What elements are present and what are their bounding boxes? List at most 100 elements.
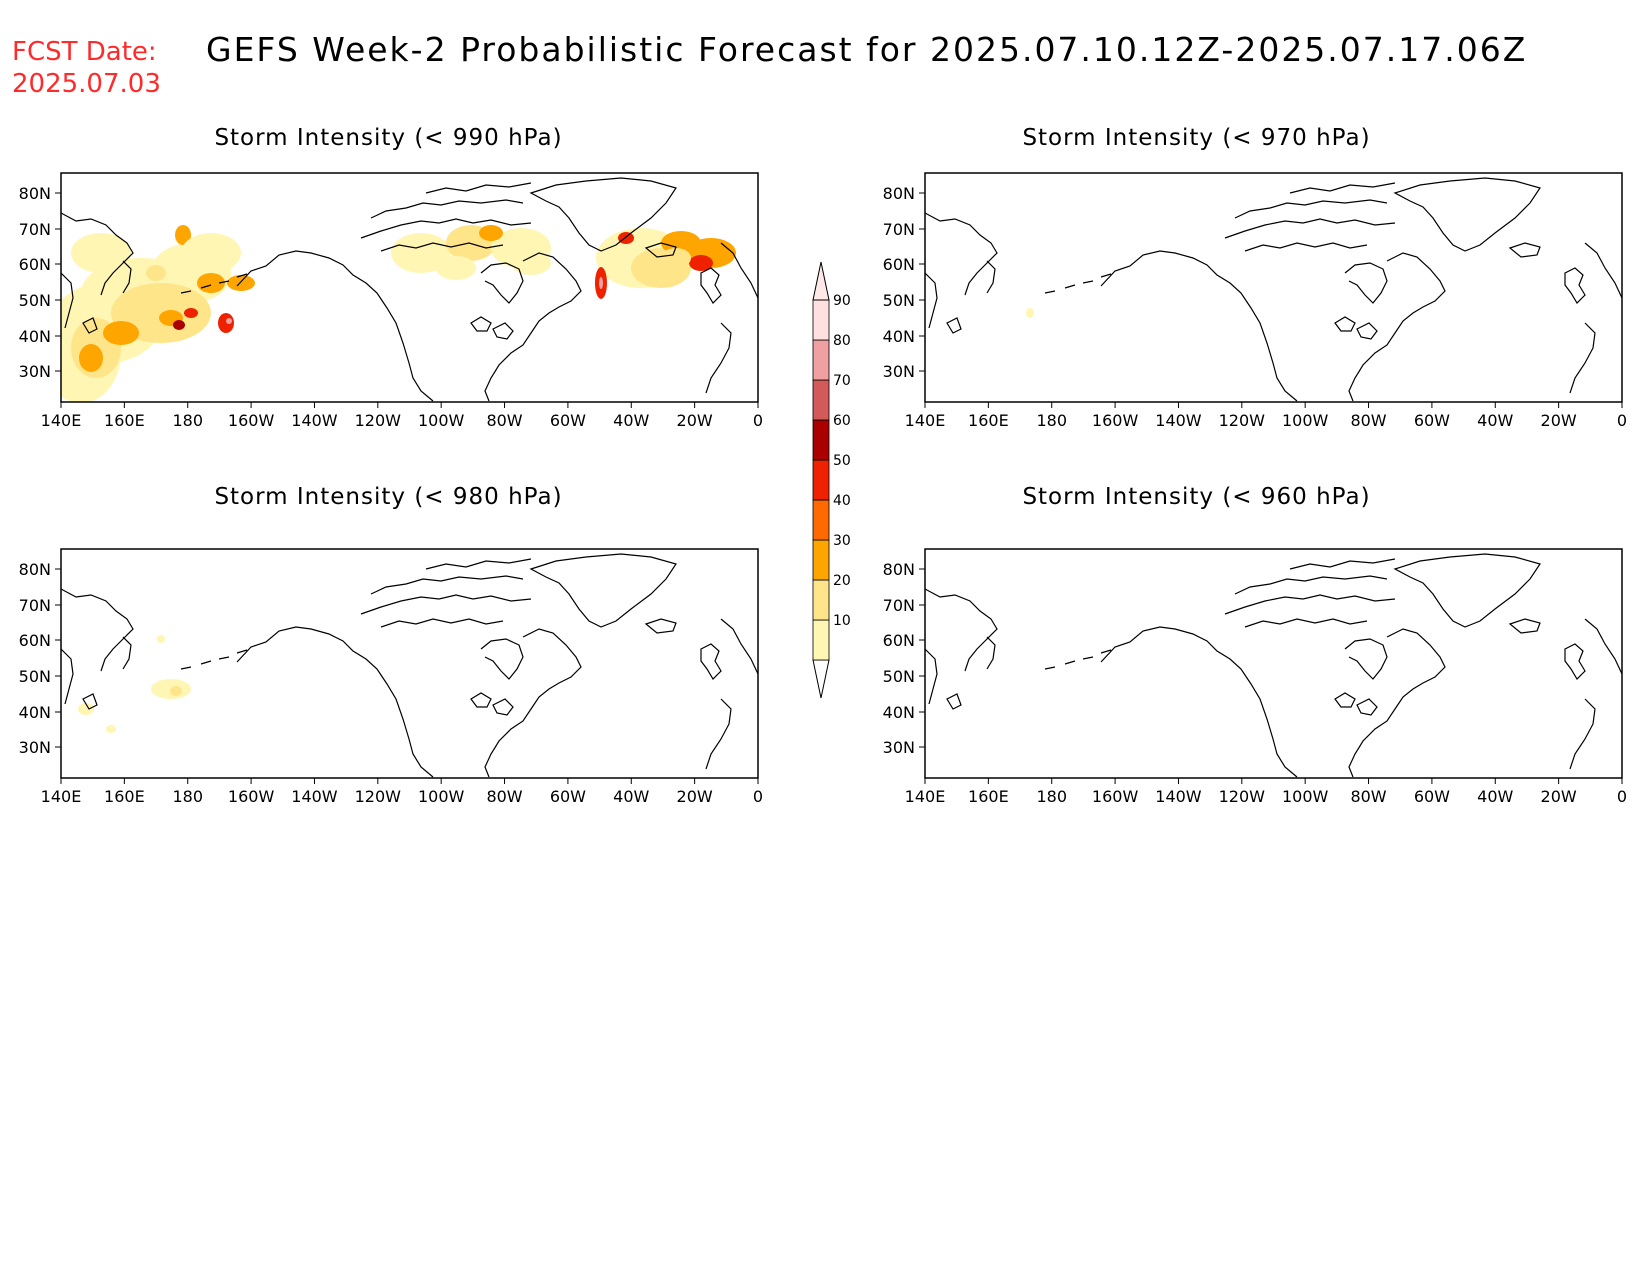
lon-tick-label: 180	[172, 411, 203, 430]
probability-region	[391, 233, 451, 273]
coastline	[1289, 558, 1396, 570]
lon-tick-label: 100W	[418, 787, 465, 806]
coastline	[180, 273, 248, 294]
lon-tick-label: 180	[1036, 411, 1067, 430]
panel-title-990: Storm Intensity (< 990 hPa)	[214, 125, 563, 151]
coastline	[82, 693, 98, 710]
lat-tick-label: 50N	[19, 667, 51, 686]
coastline	[370, 575, 524, 595]
panel-title-970: Storm Intensity (< 970 hPa)	[1022, 125, 1371, 151]
coastline	[492, 698, 514, 716]
coastline	[122, 636, 132, 670]
map-panel-0: 140E 160E 180 160W 140W 120W 100W 80W 60W 40W 20W 0…	[19, 172, 763, 430]
colorbar-level-label: 30	[833, 533, 851, 549]
lon-tick-label: 60W	[1414, 787, 1450, 806]
lat-tick-label: 40N	[883, 703, 915, 722]
lon-tick-label: 140E	[905, 411, 946, 430]
lat-tick-label: 80N	[883, 560, 915, 579]
coastline	[1584, 242, 1622, 299]
lat-tick-label: 60N	[883, 255, 915, 274]
lon-tick-label: 0	[1617, 411, 1627, 430]
coastline	[925, 588, 998, 672]
colorbar-level-label: 60	[833, 413, 851, 429]
lon-tick-label: 120W	[355, 787, 402, 806]
coastline	[61, 648, 74, 705]
probability-region	[511, 251, 551, 275]
coastline	[700, 267, 722, 304]
colorbar-level-label: 80	[833, 333, 851, 349]
coastline	[1334, 316, 1356, 332]
probability-region	[689, 255, 713, 271]
colorbar-segment	[812, 619, 830, 661]
lat-tick-label: 80N	[883, 184, 915, 203]
lat-tick-label: 40N	[19, 703, 51, 722]
lat-tick-label: 70N	[883, 220, 915, 239]
lon-tick-label: 80W	[1350, 411, 1386, 430]
coastline	[61, 588, 134, 672]
coastline	[1356, 698, 1378, 716]
coastline	[1569, 698, 1596, 770]
coastline	[946, 317, 962, 334]
coastline	[986, 260, 996, 294]
map-panel-3: 140E 160E 180 160W 140W 120W 100W 80W 60W 40W 20W 0…	[883, 548, 1627, 806]
coastline	[360, 218, 532, 239]
probability-region	[226, 318, 232, 324]
lon-tick-label: 40W	[613, 411, 649, 430]
probability-region	[106, 725, 116, 733]
colorbar-level-label: 20	[833, 573, 851, 589]
lon-tick-label: 60W	[550, 411, 586, 430]
coastline	[1584, 618, 1622, 675]
map-panel-2: 140E 160E 180 160W 140W 120W 100W 80W 60W 40W 20W 0…	[19, 548, 763, 806]
coastline	[470, 316, 492, 332]
coastline	[529, 177, 677, 252]
coastline	[492, 322, 514, 340]
colorbar-segment	[812, 299, 830, 341]
lon-tick-label: 80W	[1350, 787, 1386, 806]
probability-region	[78, 703, 94, 715]
probability-region	[175, 225, 191, 245]
probability-field	[925, 177, 1622, 402]
coastline	[370, 199, 524, 219]
probability-region	[479, 225, 503, 241]
coastline	[1569, 322, 1596, 394]
lon-tick-label: 0	[753, 411, 763, 430]
coastline	[700, 643, 722, 680]
probability-field	[61, 177, 758, 402]
coastline	[1234, 575, 1388, 595]
lon-tick-label: 120W	[1219, 787, 1266, 806]
lon-tick-label: 0	[1617, 787, 1627, 806]
lat-tick-label: 80N	[19, 184, 51, 203]
coastline	[236, 250, 434, 402]
lat-tick-label: 50N	[19, 291, 51, 310]
coastline	[1100, 250, 1298, 402]
probability-region	[170, 686, 182, 696]
coastline	[1289, 182, 1396, 194]
probability-region	[173, 320, 185, 330]
panel-title-980: Storm Intensity (< 980 hPa)	[214, 484, 563, 510]
coastline	[946, 693, 962, 710]
lon-tick-label: 60W	[550, 787, 586, 806]
coastline	[720, 618, 758, 675]
lat-tick-label: 80N	[19, 560, 51, 579]
lon-tick-label: 160E	[968, 787, 1009, 806]
lon-tick-label: 120W	[355, 411, 402, 430]
coastline	[705, 322, 732, 394]
probability-region	[436, 256, 476, 280]
lon-tick-label: 100W	[1282, 411, 1329, 430]
map-panel-1: 140E 160E 180 160W 140W 120W 100W 80W 60W 40W 20W 0…	[883, 172, 1627, 430]
colorbar-level-label: 40	[833, 493, 851, 509]
lon-tick-label: 100W	[418, 411, 465, 430]
colorbar-segment	[812, 379, 830, 421]
lon-tick-label: 180	[1036, 787, 1067, 806]
coastline	[1393, 553, 1541, 628]
coastline	[484, 252, 582, 402]
lon-tick-label: 20W	[677, 411, 713, 430]
probability-region	[146, 265, 166, 281]
lon-tick-label: 180	[172, 787, 203, 806]
lon-tick-label: 160W	[228, 787, 275, 806]
colorbar-segment	[812, 339, 830, 381]
coastline	[705, 698, 732, 770]
coastline	[425, 182, 532, 194]
probability-region	[79, 344, 103, 372]
